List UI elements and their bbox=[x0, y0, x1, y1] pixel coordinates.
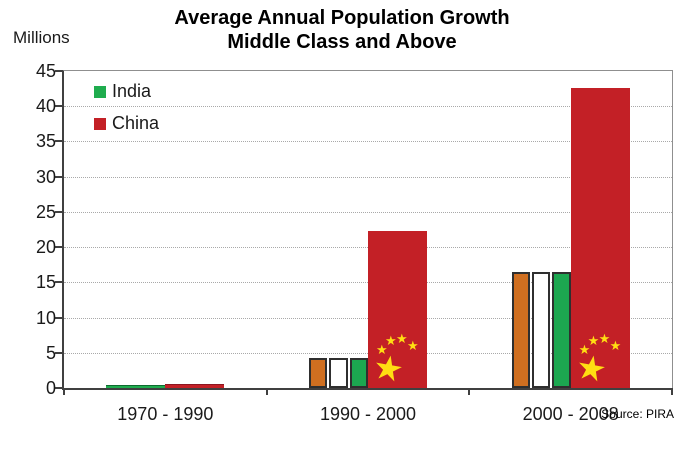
china-flag-small-star-icon: ★ bbox=[598, 332, 611, 347]
y-axis-tick bbox=[55, 210, 63, 213]
china-bar: ★ ★ ★ ★ ★ bbox=[368, 231, 427, 391]
china-flag-small-star-icon: ★ bbox=[385, 334, 397, 349]
y-axis-tick-label: 25 bbox=[35, 201, 56, 222]
y-axis-tick bbox=[55, 351, 63, 354]
gridline bbox=[64, 176, 672, 178]
gridline bbox=[64, 106, 672, 108]
source-label: Source: PIRA bbox=[601, 407, 674, 421]
x-axis-tick bbox=[63, 388, 65, 395]
y-axis-tick-label: 45 bbox=[35, 61, 56, 81]
y-axis-tick-label: 40 bbox=[35, 96, 56, 117]
y-axis-unit-label: Millions bbox=[13, 28, 70, 47]
china-flag-small-star-icon: ★ bbox=[587, 334, 600, 349]
y-axis-tick-label: 20 bbox=[35, 237, 56, 258]
y-axis-tick bbox=[55, 140, 63, 143]
india-bar bbox=[511, 272, 571, 388]
legend: India China bbox=[94, 81, 159, 145]
x-axis-tick bbox=[265, 388, 268, 395]
y-axis-tick bbox=[55, 246, 63, 249]
india-flag-green-stripe bbox=[349, 358, 368, 388]
gridline bbox=[64, 141, 672, 143]
legend-item-india: India bbox=[94, 81, 159, 102]
plot-area: India China 0 5 10 15 20 25 30 35 40 45 1970 - 199… bbox=[36, 61, 673, 424]
legend-label-india: India bbox=[112, 81, 152, 101]
legend-label-china: China bbox=[112, 113, 160, 133]
china-legend-swatch-icon bbox=[94, 117, 106, 130]
india-bar bbox=[309, 358, 368, 388]
china-flag-small-star-icon: ★ bbox=[396, 332, 408, 347]
y-axis-tick bbox=[55, 387, 63, 389]
y-axis-tick bbox=[55, 316, 63, 319]
china-flag-small-star-icon: ★ bbox=[407, 339, 419, 354]
india-bar bbox=[106, 385, 166, 388]
y-axis-tick bbox=[55, 281, 63, 284]
chart-title: Average Annual Population Growth Middle … bbox=[0, 6, 684, 54]
chart-title-line1: Average Annual Population Growth bbox=[174, 7, 510, 29]
y-axis-tick bbox=[55, 175, 63, 178]
y-axis-tick-label: 5 bbox=[45, 342, 56, 363]
y-axis-tick-label: 15 bbox=[35, 272, 56, 293]
legend-item-china: China bbox=[94, 113, 159, 134]
china-flag-small-star-icon: ★ bbox=[609, 339, 622, 354]
india-flag-orange-stripe bbox=[511, 272, 530, 388]
china-bar bbox=[165, 384, 225, 388]
china-flag-stars: ★ ★ ★ ★ ★ bbox=[571, 332, 630, 391]
x-axis-category-label: 2000 - 2008 bbox=[522, 404, 619, 424]
chart-title-line2: Middle Class and Above bbox=[227, 31, 457, 53]
gridline bbox=[64, 211, 672, 213]
y-axis-tick-label: 35 bbox=[35, 131, 56, 152]
x-axis-tick bbox=[468, 388, 471, 395]
china-flag-small-star-icon: ★ bbox=[376, 343, 388, 358]
y-axis-tick-label: 10 bbox=[35, 307, 56, 328]
india-flag-orange-stripe bbox=[309, 358, 328, 388]
y-axis-tick bbox=[55, 70, 63, 72]
india-legend-swatch-icon bbox=[94, 85, 106, 98]
china-flag-small-star-icon: ★ bbox=[578, 343, 591, 358]
india-flag-white-stripe bbox=[329, 358, 348, 388]
x-axis-category-label: 1970 - 1990 bbox=[117, 404, 214, 424]
x-axis-category-label: 1990 - 2000 bbox=[319, 404, 417, 424]
y-axis-tick-label: 0 bbox=[45, 378, 56, 398]
india-flag-white-stripe bbox=[531, 272, 551, 388]
y-axis-tick bbox=[55, 105, 63, 108]
china-bar: ★ ★ ★ ★ ★ bbox=[570, 88, 630, 391]
china-flag-stars: ★ ★ ★ ★ ★ bbox=[368, 332, 427, 391]
x-axis-tick bbox=[671, 388, 673, 395]
india-flag-green-stripe bbox=[552, 272, 571, 388]
y-axis-tick-label: 30 bbox=[35, 166, 56, 187]
